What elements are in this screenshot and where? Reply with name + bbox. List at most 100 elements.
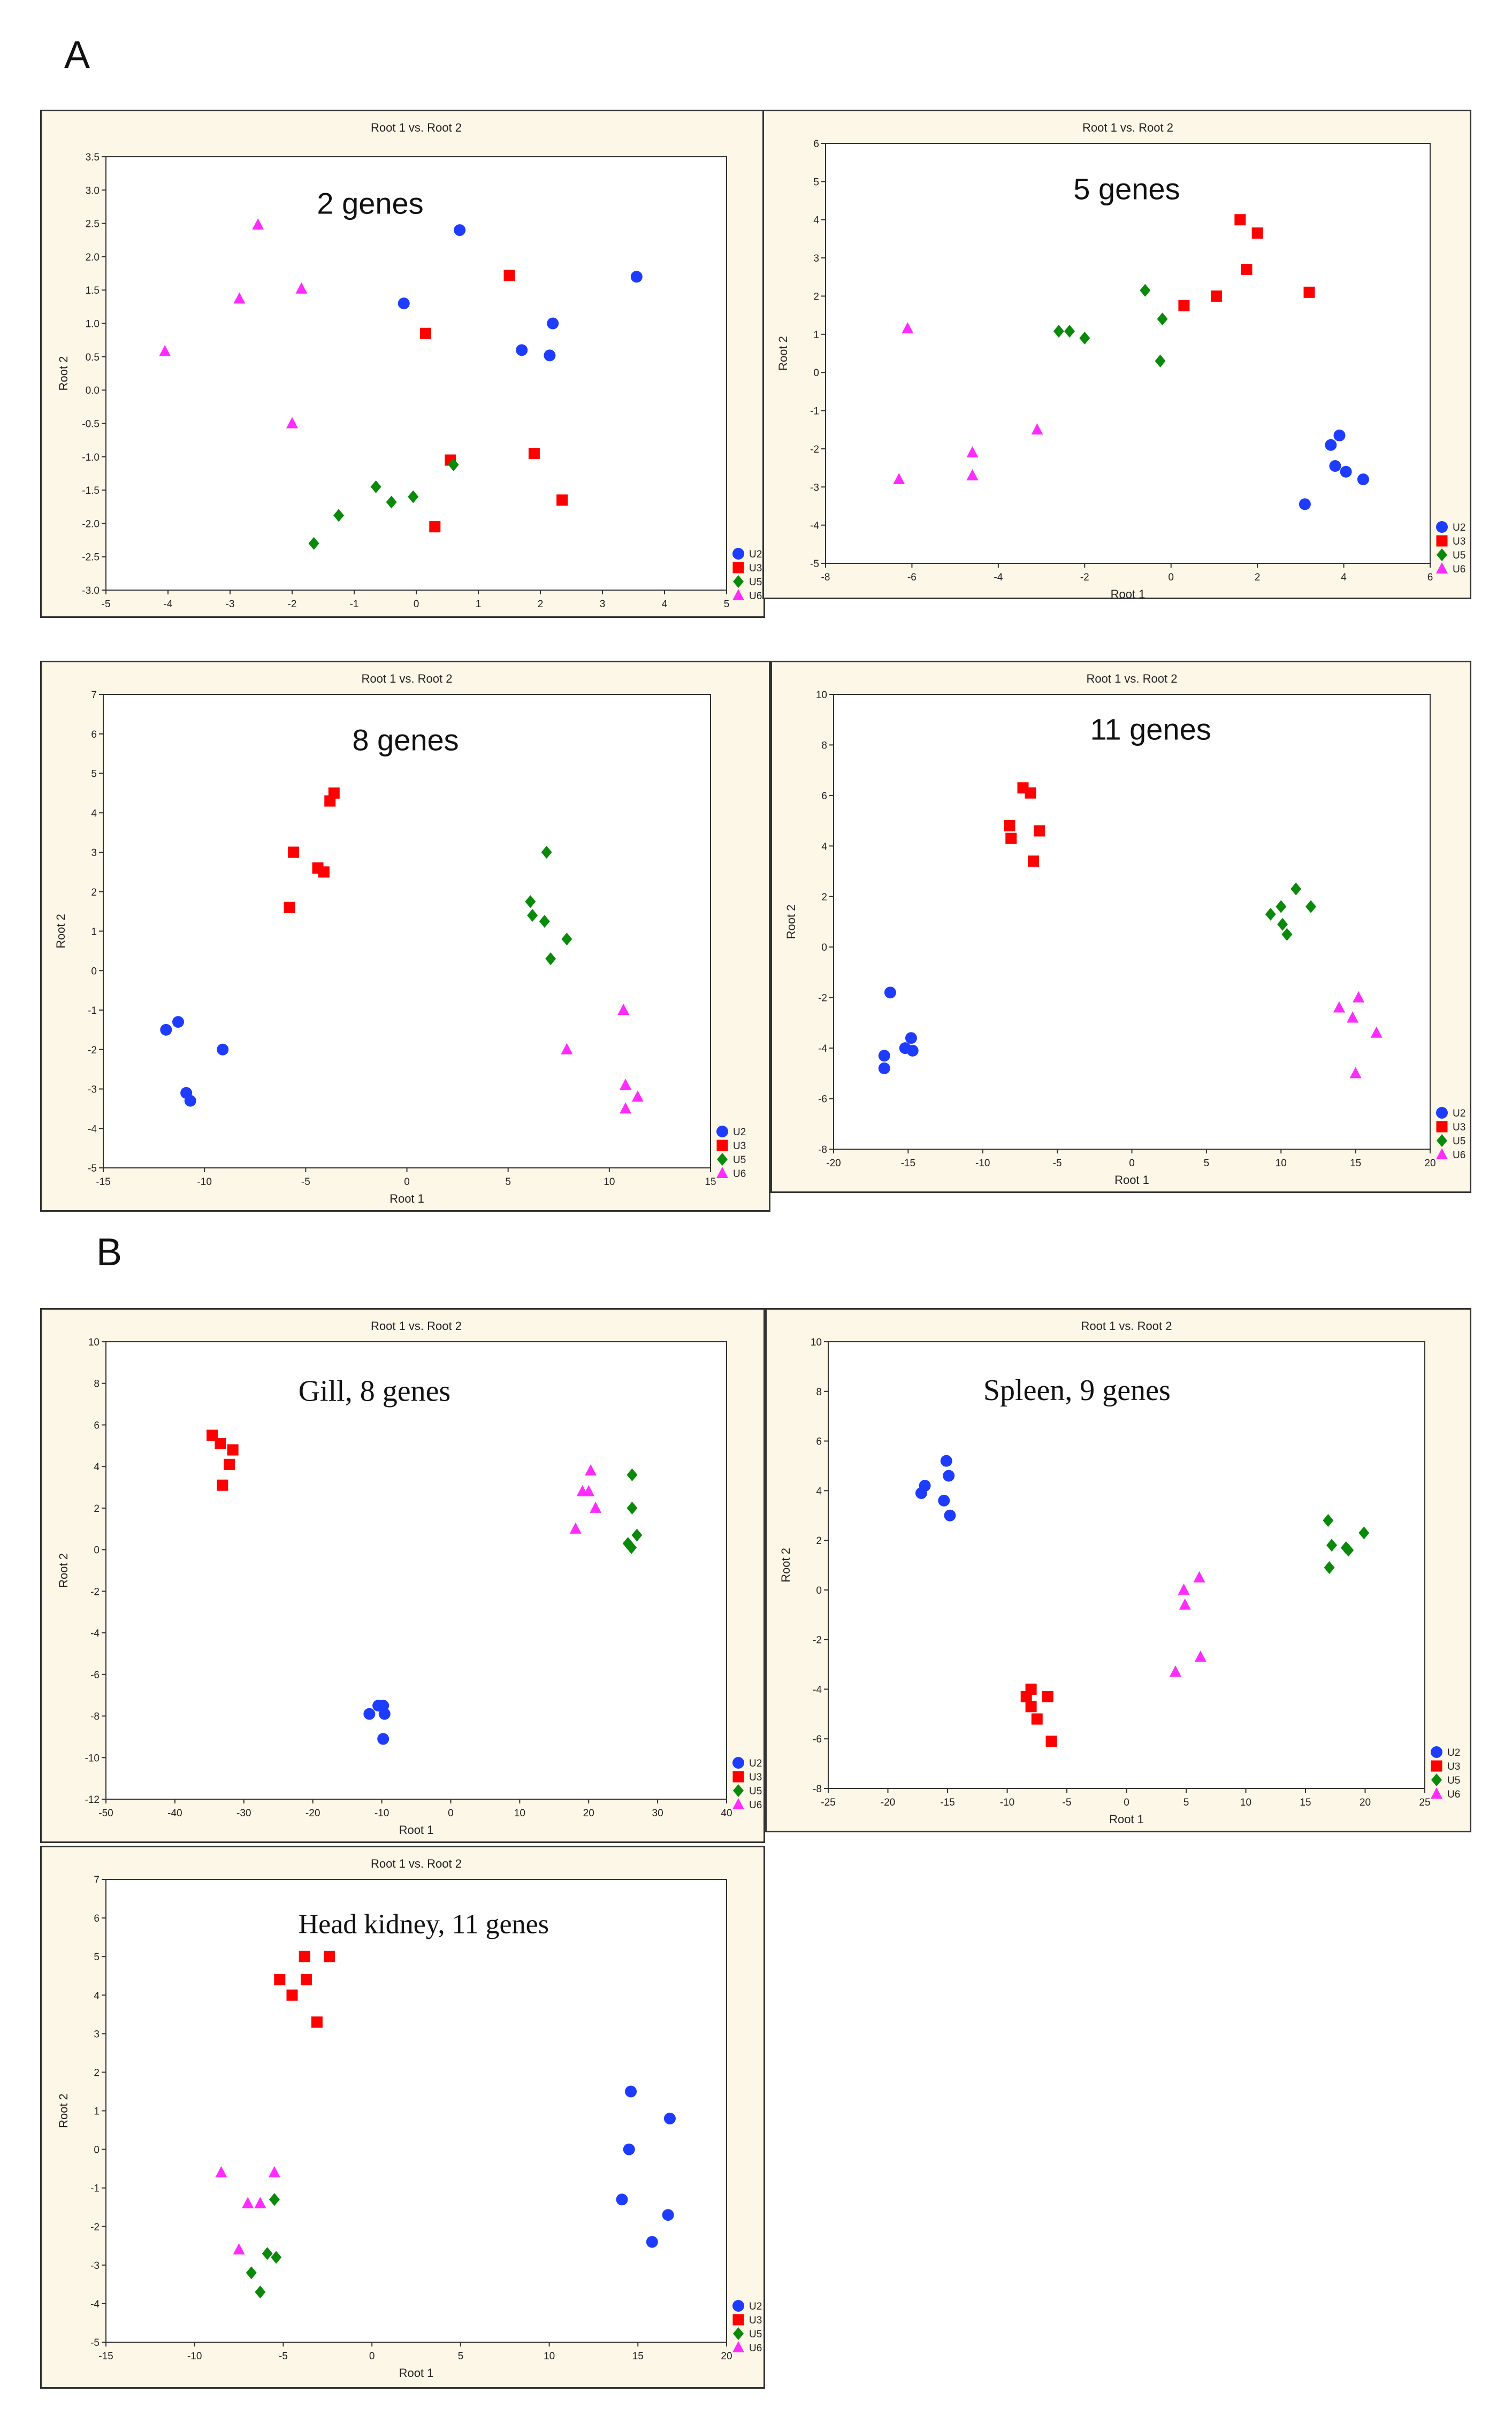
x-tick-label: 2: [1255, 572, 1261, 583]
y-tick-label: 1: [91, 927, 97, 938]
y-tick-label: 1.0: [86, 319, 100, 330]
y-tick-label: 0: [94, 1545, 100, 1556]
x-tick-label: -4: [164, 599, 173, 610]
section-label-a: A: [64, 34, 90, 77]
data-point-u3: [1025, 1701, 1037, 1713]
data-point-u2: [646, 2236, 658, 2248]
data-point-u6: [242, 2197, 254, 2208]
gene-count-annotation: 5 genes: [1073, 172, 1180, 205]
x-tick-label: -30: [236, 1808, 251, 1819]
y-axis-label: Root 2: [54, 914, 67, 949]
data-point-u5: [1157, 312, 1168, 326]
data-point-u3: [318, 866, 330, 878]
y-tick-label: -6: [818, 1094, 827, 1105]
section-label-b: B: [96, 1231, 123, 1274]
legend-marker-u5: [1437, 548, 1447, 561]
data-point-u3: [1210, 290, 1222, 302]
y-tick-label: 4: [813, 215, 819, 226]
x-axis-label: Root 1: [1111, 587, 1146, 598]
data-point-u5: [269, 2193, 280, 2206]
data-point-u3: [324, 1951, 335, 1962]
x-tick-label: -15: [98, 2351, 113, 2362]
y-axis-label: Root 2: [776, 336, 790, 371]
data-point-u3: [556, 494, 568, 506]
chart-panel-spleen-9-genes: Root 1 vs. Root 2 -25 -20 -15 -10 -5 0 5 10 15 20 2…: [765, 1308, 1471, 1832]
data-point-u5: [408, 490, 419, 503]
y-tick-label: 4: [94, 1462, 100, 1473]
x-tick-label: -10: [975, 1158, 990, 1169]
legend-label-u6: U6: [1447, 1789, 1460, 1800]
data-point-u3: [217, 1479, 228, 1491]
data-point-u2: [906, 1044, 919, 1057]
legend-marker-u3: [1431, 1760, 1442, 1772]
legend-label-u5: U5: [749, 2329, 762, 2340]
y-tick-label: 8: [816, 1387, 822, 1398]
data-point-u2: [940, 1455, 952, 1467]
x-tick-label: 15: [632, 2351, 644, 2362]
x-tick-label: 15: [1300, 1797, 1311, 1808]
data-point-u6: [215, 2166, 227, 2177]
legend-label-u3: U3: [1447, 1761, 1460, 1772]
y-tick-label: -1.5: [82, 485, 100, 496]
data-point-u5: [1053, 325, 1064, 338]
data-point-u6: [1333, 1001, 1345, 1013]
x-tick-label: -15: [940, 1797, 954, 1808]
x-tick-label: -40: [167, 1808, 182, 1819]
legend-marker-u2: [732, 548, 744, 560]
data-point-u5: [1326, 1539, 1338, 1552]
chart-panel-gill-8-genes: Root 1 vs. Root 2 -50 -40 -30 -20 -10 0 10 20 30 4…: [40, 1308, 765, 1843]
x-tick-label: 5: [1204, 1158, 1210, 1169]
data-point-u6: [159, 345, 171, 356]
x-tick-label: -5: [102, 599, 111, 610]
legend-marker-u6: [1431, 1787, 1442, 1799]
data-point-u6: [295, 282, 308, 294]
x-tick-label: 10: [1276, 1158, 1287, 1169]
data-point-u6: [1370, 1026, 1383, 1038]
y-tick-label: 5: [91, 769, 97, 780]
y-tick-label: 3.5: [86, 152, 100, 163]
y-tick-label: 6: [813, 139, 819, 150]
y-tick-label: -4: [88, 1123, 97, 1135]
data-point-u5: [1064, 325, 1075, 338]
data-point-u2: [172, 1016, 184, 1028]
x-axis-label: Root 1: [1109, 1813, 1144, 1826]
chart-title: Root 1 vs. Root 2: [1081, 1319, 1172, 1333]
chart-panel-11-genes: Root 1 vs. Root 2 -20 -15 -10 -5 0 5 10 15 20 -8 -6…: [770, 661, 1471, 1193]
data-point-u2: [1299, 498, 1311, 510]
y-tick-label: 1: [94, 2106, 100, 2117]
plot-area: [105, 156, 727, 591]
data-point-u2: [662, 2209, 674, 2221]
data-point-u5: [1277, 918, 1288, 931]
legend-label-u5: U5: [749, 577, 762, 588]
data-point-u6: [966, 469, 979, 480]
y-tick-label: 0: [821, 942, 827, 953]
y-axis-label: Root 2: [57, 356, 70, 391]
x-tick-label: -2: [288, 599, 297, 610]
y-tick-label: -2: [810, 444, 819, 455]
legend-label-u2: U2: [749, 1758, 762, 1769]
x-axis-label: Root 1: [399, 2366, 434, 2380]
data-point-u2: [943, 1470, 955, 1482]
data-point-u5: [1155, 354, 1166, 368]
y-axis-label: Root 2: [57, 2093, 70, 2128]
x-tick-label: 0: [404, 1176, 410, 1188]
y-tick-label: -5: [810, 559, 819, 570]
plot-area: [833, 694, 1431, 1150]
x-axis-label: Root 1: [399, 614, 434, 616]
data-point-u3: [1028, 855, 1040, 867]
chart-title: Root 1 vs. Root 2: [362, 672, 453, 685]
data-point-u3: [1234, 214, 1246, 226]
data-point-u3: [419, 327, 431, 339]
data-point-u5: [627, 1468, 638, 1481]
legend-label-u2: U2: [749, 549, 762, 560]
y-tick-label: -1: [90, 2183, 100, 2195]
x-tick-label: 10: [604, 1176, 615, 1188]
data-point-u6: [254, 2197, 266, 2208]
y-axis-label: Root 2: [57, 1553, 70, 1588]
data-point-u3: [1178, 300, 1190, 311]
legend-marker-u5: [1437, 1134, 1447, 1147]
data-point-u3: [311, 2016, 323, 2028]
data-point-u5: [622, 1536, 633, 1550]
y-tick-label: 1.5: [86, 285, 100, 296]
legend-marker-u3: [732, 562, 744, 574]
